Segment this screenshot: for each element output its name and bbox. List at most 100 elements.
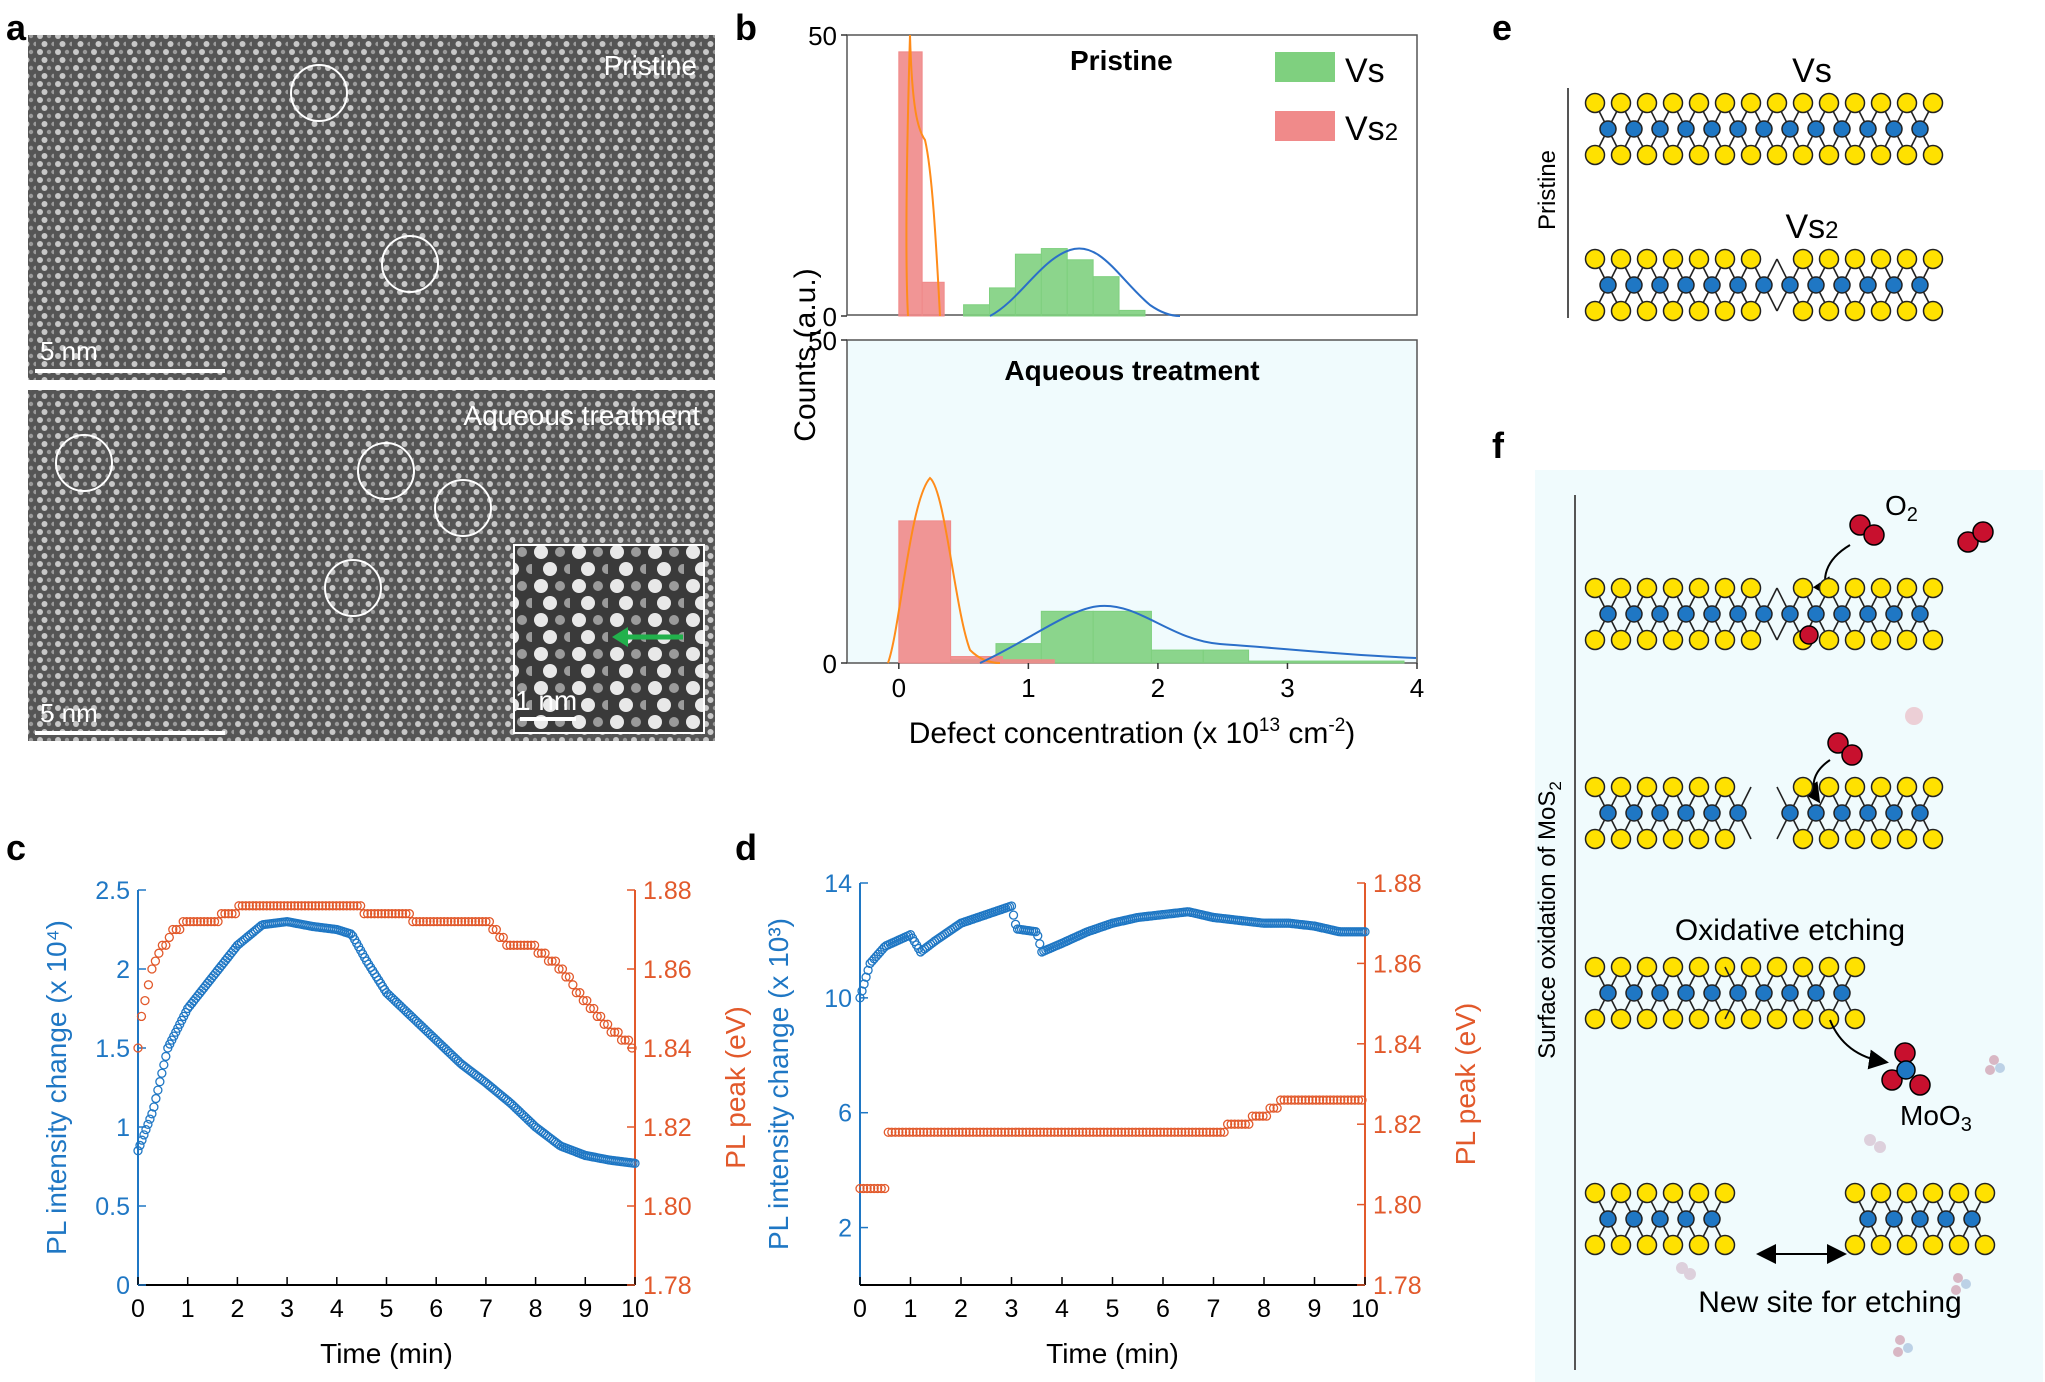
molybdenum-atom-icon [1599,276,1617,294]
sulfur-atom-icon [1870,300,1892,322]
data-point [1184,1127,1194,1137]
data-point [522,940,533,950]
o2-molecule-icon [1849,514,1885,546]
data-point [862,1183,872,1194]
data-point [908,1127,918,1137]
molybdenum-atom-icon [1703,984,1721,1002]
label-vs: Vs [1792,52,1832,90]
data-point [1325,1095,1335,1105]
data-point [550,956,561,966]
data-point [858,1183,869,1194]
data-point [512,940,522,950]
sulfur-atom-icon [1610,956,1632,978]
data-point [1194,1127,1205,1137]
faded-molecule-icon [1864,1134,1886,1153]
sulfur-atom-icon [1922,248,1944,270]
data-point [397,909,408,919]
data-point [1290,1095,1300,1105]
data-point [1141,1127,1151,1137]
molybdenum-atom-icon [1911,120,1929,138]
y-tick-label: 0 [823,302,837,332]
molybdenum-atom-icon [1781,804,1799,822]
data-point [376,909,387,919]
sulfur-atom-icon [1792,828,1814,850]
data-point [135,1140,145,1151]
hist-xlabel: Defect concentration (x 1013 cm-2) [909,715,1356,750]
data-point [575,988,585,998]
data-point [1028,1127,1038,1137]
y-axis-label-left: PL intensity change (x 10⁴) [41,920,72,1255]
molybdenum-atom-icon [1781,984,1799,1002]
sulfur-atom-icon [1844,300,1866,322]
data-point [401,909,411,919]
data-point [890,1127,900,1137]
adsorbed-o-icon [1799,625,1819,645]
data-point [929,1127,939,1137]
y-tick-label-right: 1.86 [1373,950,1422,978]
data-point [272,901,282,911]
sulfur-atom-icon [1766,144,1788,166]
data-point [491,924,501,935]
data-point [289,901,300,911]
x-axis-label: Time (min) [1046,1338,1179,1369]
molybdenum-atom-icon [1625,276,1643,294]
moo3-label: MoO3 [1900,1100,1972,1136]
data-point [199,916,209,927]
sulfur-atom-icon [1896,92,1918,114]
x-tick-label: 10 [621,1295,649,1323]
panel-letter-e: e [1492,7,1512,48]
data-point [178,916,188,927]
data-point [338,901,348,911]
data-point [137,1135,147,1145]
sulfur-atom-icon [1662,144,1684,166]
sulfur-atom-icon [1662,300,1684,322]
data-point [609,1027,620,1037]
sulfur-atom-icon [1662,1182,1684,1204]
data-point [1000,1127,1010,1137]
data-point [255,901,265,911]
data-point [154,948,164,958]
data-point [1039,1127,1049,1137]
data-point [317,901,328,911]
sulfur-atom-icon [1844,1008,1866,1030]
sulfur-atom-icon [1922,1182,1944,1204]
data-point [947,1127,957,1137]
molybdenum-atom-icon [1755,120,1773,138]
molybdenum-atom-icon [1937,1210,1955,1228]
molybdenum-atom-icon [1625,804,1643,822]
molybdenum-atom-icon [1625,605,1643,623]
data-point [449,916,460,927]
sulfur-atom-icon [1740,144,1762,166]
sulfur-atom-icon [1636,144,1658,166]
y-tick-label-right: 1.88 [1373,870,1422,898]
data-point [275,901,286,911]
data-point [1007,1127,1017,1137]
sulfur-atom-icon [1636,1234,1658,1256]
data-point [248,901,258,911]
data-point [307,901,317,911]
data-point [362,909,373,919]
sulfur-atom-icon [1792,300,1814,322]
data-point [1191,1127,1201,1137]
chart-d: 0 1 2 3 4 5 6 7 8 9 10 2 6 10 14 1.78 1.80 1.82 1.84 1.86 1.… [763,870,1481,1369]
o2-molecule-icon [1957,521,1994,553]
sulfur-atom-icon [1844,144,1866,166]
sulfur-atom-icon [1714,144,1736,166]
data-point [1166,1127,1176,1137]
data-point [1109,1127,1120,1137]
sulfur-atom-icon [1714,300,1736,322]
data-point [133,1043,143,1053]
data-point [460,916,470,927]
data-point [415,916,425,927]
data-point [192,916,202,927]
sulfur-atom-icon [1818,248,1840,270]
data-point [1198,1127,1208,1137]
data-point [554,964,564,974]
data-point [422,916,432,927]
data-point [498,932,508,943]
molybdenum-atom-icon [1677,605,1695,623]
sulfur-atom-icon [1584,144,1606,166]
data-point [547,956,557,966]
sulfur-atom-icon [1818,92,1840,114]
sulfur-atom-icon [1974,1234,1996,1256]
